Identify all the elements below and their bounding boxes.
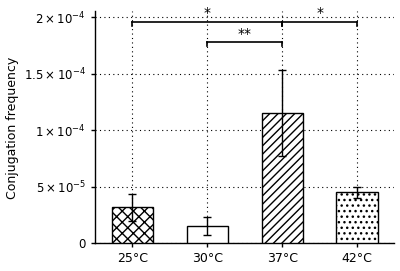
Text: *: * <box>204 7 211 21</box>
Bar <box>187 227 228 243</box>
Bar <box>336 192 378 243</box>
Bar <box>262 113 303 243</box>
Y-axis label: Conjugation frequency: Conjugation frequency <box>6 56 18 199</box>
Bar <box>112 207 153 243</box>
Text: *: * <box>316 7 323 21</box>
Text: **: ** <box>238 27 252 41</box>
